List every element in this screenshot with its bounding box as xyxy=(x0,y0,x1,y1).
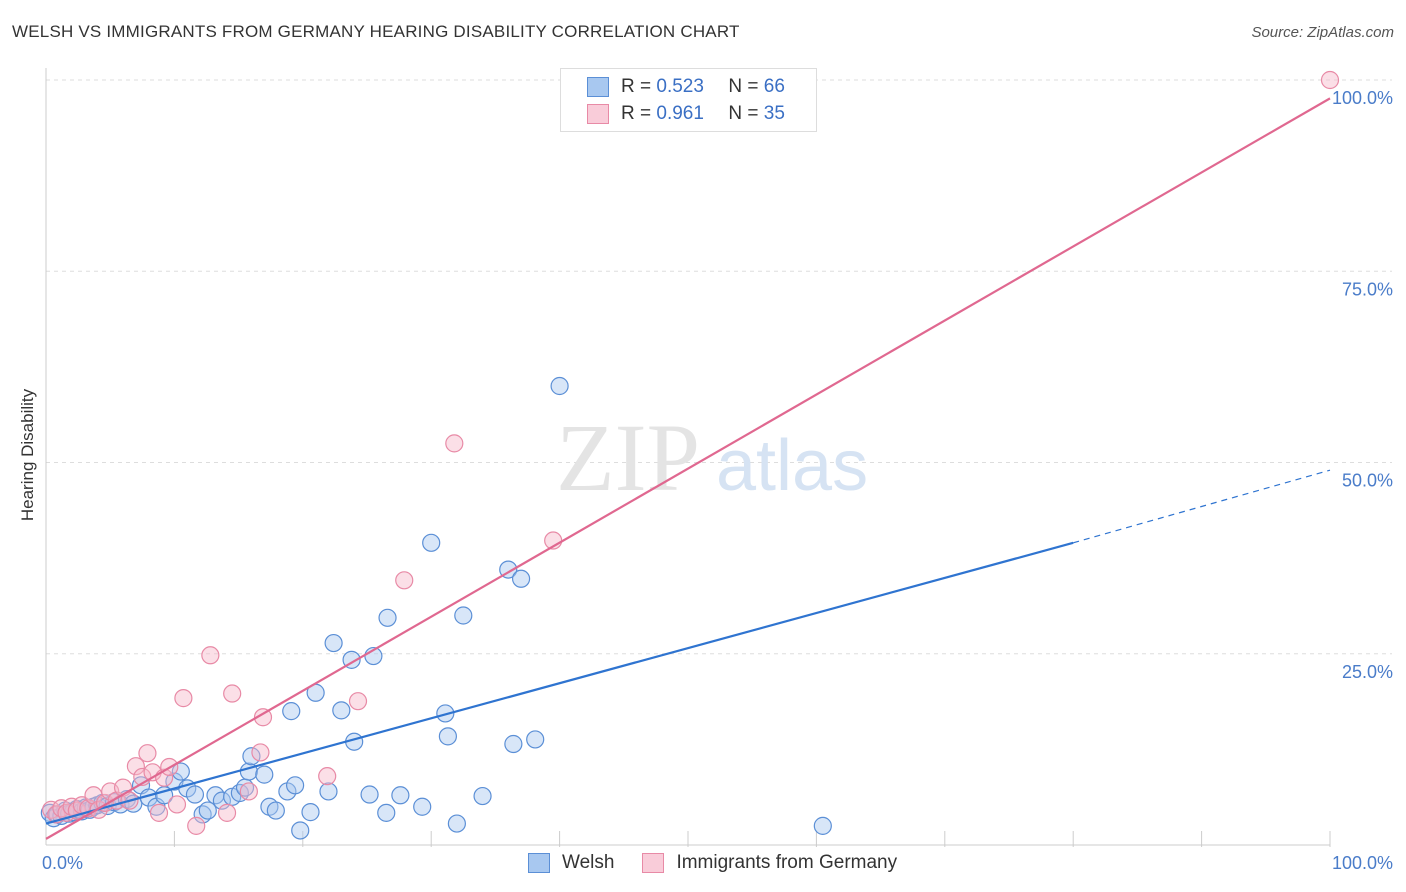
welsh-point xyxy=(285,776,305,795)
welsh-trend-extension xyxy=(1073,469,1331,544)
welsh-point xyxy=(550,376,569,396)
germany-point xyxy=(138,744,157,763)
welsh-point xyxy=(171,762,190,781)
legend-r-label: R = xyxy=(621,76,652,97)
welsh-point xyxy=(282,702,301,721)
welsh-point xyxy=(422,533,441,552)
chart-title: WELSH VS IMMIGRANTS FROM GERMANY HEARING… xyxy=(12,22,740,41)
welsh-point xyxy=(185,785,205,804)
germany-point xyxy=(223,684,242,703)
germany-point xyxy=(174,689,193,708)
trend-lines xyxy=(45,97,1331,840)
legend-label-welsh: Welsh xyxy=(562,852,615,873)
germany-point xyxy=(318,767,337,786)
tick-labels: 25.0% 50.0% 75.0% 100.0% 0.0% 100.0% xyxy=(42,88,1393,873)
welsh-point xyxy=(266,801,285,820)
legend-r-value: 0.523 xyxy=(656,76,704,97)
welsh-point xyxy=(511,569,531,588)
y-axis-label: Hearing Disability xyxy=(18,388,37,521)
germany-point xyxy=(395,571,414,590)
welsh-point xyxy=(447,814,466,833)
watermark-zip: ZIP xyxy=(556,404,700,511)
y-tick-label: 100.0% xyxy=(1332,88,1393,108)
welsh-point xyxy=(360,785,379,804)
welsh-point xyxy=(291,821,310,840)
legend-n-value: 66 xyxy=(763,76,785,97)
germany-point xyxy=(217,803,237,822)
germany-point xyxy=(126,757,145,776)
watermark: ZIP atlas xyxy=(556,404,868,511)
watermark-atlas: atlas xyxy=(716,426,868,506)
x-tick-label: 100.0% xyxy=(1332,853,1393,873)
stats-legend: R = 0.523 N = 66 R = 0.961 N = 35 xyxy=(560,68,817,132)
germany-point xyxy=(239,782,258,801)
gridlines xyxy=(46,79,1392,655)
welsh-point xyxy=(242,747,261,766)
legend-swatch-welsh xyxy=(587,77,609,97)
legend-label-germany: Immigrants from Germany xyxy=(676,852,898,873)
legend-row-germany: R = 0.961 N = 35 xyxy=(587,101,785,127)
series-legend: Welsh Immigrants from Germany xyxy=(528,852,925,874)
welsh-point xyxy=(301,803,320,822)
welsh-point xyxy=(377,803,396,822)
x-tick-label: 0.0% xyxy=(42,853,83,873)
welsh-point xyxy=(378,608,397,627)
axes xyxy=(45,68,1331,847)
welsh-point xyxy=(413,797,432,816)
source-credit: Source: ZipAtlas.com xyxy=(1251,24,1394,41)
welsh-point xyxy=(438,727,457,746)
germany-point xyxy=(251,743,270,762)
welsh-point xyxy=(324,633,343,653)
welsh-point xyxy=(454,606,473,625)
legend-swatch-germany xyxy=(642,853,665,873)
germany-point xyxy=(149,803,169,822)
germany-point xyxy=(201,646,220,665)
germany-point xyxy=(1320,70,1340,90)
welsh-point xyxy=(198,801,217,820)
germany-point xyxy=(187,816,206,835)
welsh-point xyxy=(332,701,351,720)
legend-r-value: 0.961 xyxy=(656,103,704,124)
legend-swatch-germany xyxy=(587,104,609,124)
welsh-point xyxy=(504,734,523,754)
welsh-point xyxy=(813,816,832,835)
welsh-point xyxy=(391,786,410,805)
legend-n-label: N = xyxy=(728,103,759,124)
legend-item-germany[interactable]: Immigrants from Germany xyxy=(642,852,897,874)
welsh-trend-line xyxy=(45,541,1074,825)
germany-point xyxy=(445,434,464,453)
germany-point xyxy=(167,795,187,814)
legend-n-label: N = xyxy=(728,76,759,97)
legend-row-welsh: R = 0.523 N = 66 xyxy=(587,74,785,100)
legend-r-label: R = xyxy=(621,103,652,124)
welsh-point xyxy=(526,730,545,749)
y-tick-label: 50.0% xyxy=(1342,471,1393,491)
legend-n-value: 35 xyxy=(763,103,785,124)
germany-trend-line xyxy=(45,97,1331,840)
welsh-point xyxy=(230,783,249,803)
legend-item-welsh[interactable]: Welsh xyxy=(528,852,614,874)
welsh-point xyxy=(255,765,274,784)
germany-point xyxy=(253,708,273,727)
welsh-point xyxy=(473,786,492,806)
legend-swatch-welsh xyxy=(528,853,550,873)
y-tick-label: 25.0% xyxy=(1342,662,1393,682)
germany-point xyxy=(348,692,368,711)
welsh-point xyxy=(319,782,338,801)
y-tick-label: 75.0% xyxy=(1342,279,1393,299)
